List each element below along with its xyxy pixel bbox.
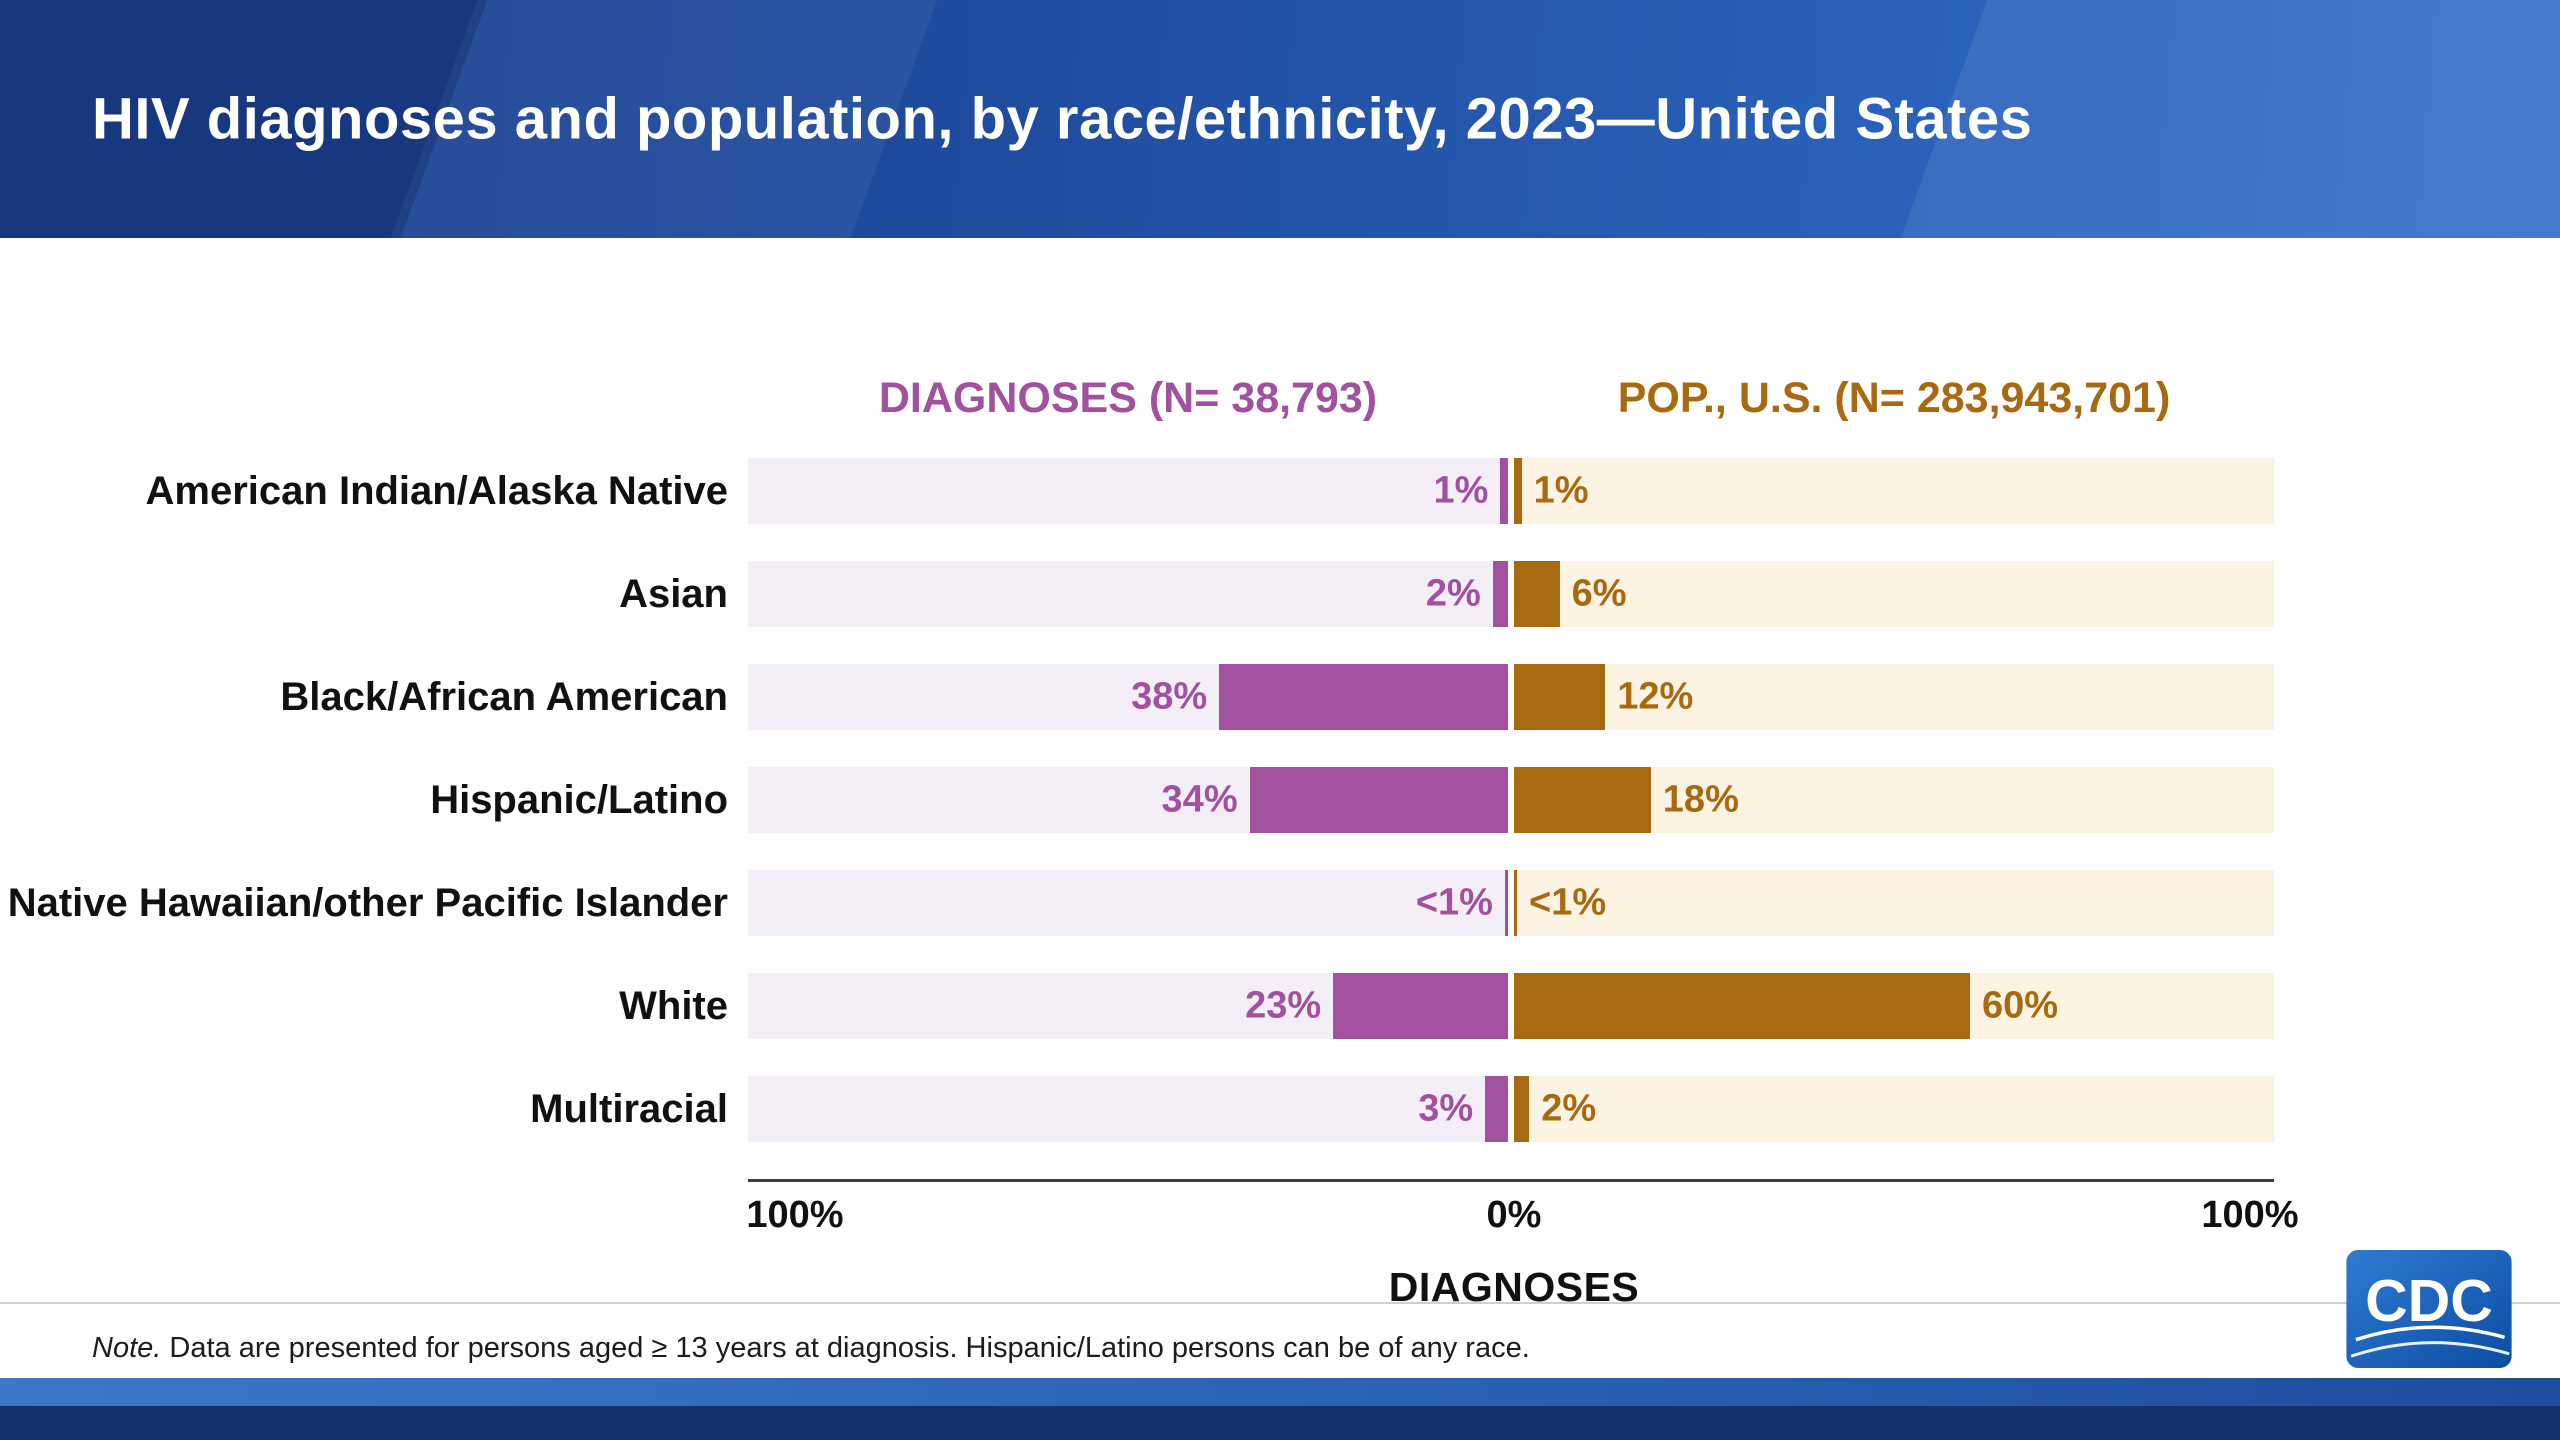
- diagnoses-value-label: 3%: [1418, 1087, 1474, 1130]
- diagnoses-track: 23%: [748, 973, 1508, 1039]
- diagnoses-bar: [1492, 561, 1508, 627]
- footer-divider: [0, 1302, 2560, 1304]
- diagnoses-value-label: 23%: [1245, 984, 1322, 1027]
- diagnoses-value-label: 34%: [1161, 778, 1238, 821]
- population-bar: [1514, 561, 1560, 627]
- chart-row: Multiracial 3% 2%: [0, 1076, 2560, 1142]
- population-bar: [1514, 973, 1970, 1039]
- diagnoses-track: <1%: [748, 870, 1508, 936]
- center-axis-gap: [1508, 1076, 1514, 1142]
- population-track: 1%: [1514, 458, 2274, 524]
- tick-center: 0%: [1486, 1194, 1542, 1236]
- category-label: White: [619, 983, 728, 1028]
- population-value-label: 2%: [1541, 1087, 1597, 1130]
- population-value-label: 60%: [1982, 984, 2059, 1027]
- population-value-label: <1%: [1529, 881, 1607, 924]
- footer-stripe-light: [0, 1378, 2560, 1406]
- chart-row: Native Hawaiian/other Pacific Islander <1…: [0, 870, 2560, 936]
- population-track: 12%: [1514, 664, 2274, 730]
- tick-left: 100%: [746, 1194, 844, 1236]
- diagnoses-bar: [1504, 870, 1508, 936]
- diagnoses-track: 38%: [748, 664, 1508, 730]
- diagnoses-value-label: 1%: [1433, 469, 1489, 512]
- footnote-text: Data are presented for persons aged ≥ 13…: [161, 1332, 1530, 1364]
- category-label: Hispanic/Latino: [430, 777, 728, 822]
- cdc-logo-text: CDC: [2365, 1268, 2493, 1334]
- category-label: Black/African American: [280, 674, 728, 719]
- diagnoses-track: 1%: [748, 458, 1508, 524]
- diagnoses-track: 34%: [748, 767, 1508, 833]
- diagnoses-value-label: <1%: [1415, 881, 1493, 924]
- x-axis-tick-labels: 100% 0% 100%: [0, 1194, 2560, 1250]
- chart-row: Black/African American 38% 12%: [0, 664, 2560, 730]
- chart-rows: American Indian/Alaska Native 1% 1% Asian 2%…: [0, 458, 2560, 1142]
- center-axis-gap: [1508, 973, 1514, 1039]
- population-value-label: 12%: [1617, 675, 1694, 718]
- center-axis-gap: [1508, 664, 1514, 730]
- population-track: 6%: [1514, 561, 2274, 627]
- footnote: Note. Data are presented for persons age…: [92, 1332, 1530, 1365]
- chart-row: American Indian/Alaska Native 1% 1%: [0, 458, 2560, 524]
- diagnoses-track: 2%: [748, 561, 1508, 627]
- center-axis-gap: [1508, 870, 1514, 936]
- column-headers: DIAGNOSES (N= 38,793) POP., U.S. (N= 283…: [0, 372, 2560, 424]
- diagnoses-bar: [1500, 458, 1508, 524]
- population-track: <1%: [1514, 870, 2274, 936]
- population-column-header: POP., U.S. (N= 283,943,701): [1617, 373, 2171, 422]
- diagnoses-bar: [1333, 973, 1508, 1039]
- center-axis-gap: [1508, 561, 1514, 627]
- diagnoses-bar: [1249, 767, 1508, 833]
- chart-row: White 23% 60%: [0, 973, 2560, 1039]
- population-value-label: 1%: [1533, 469, 1589, 512]
- population-value-label: 18%: [1662, 778, 1739, 821]
- population-bar: [1514, 458, 1522, 524]
- population-value-label: 6%: [1571, 572, 1627, 615]
- diagnoses-value-label: 38%: [1131, 675, 1208, 718]
- diagnoses-column-header: DIAGNOSES (N= 38,793): [878, 373, 1378, 422]
- cdc-logo-background: [2346, 1250, 2512, 1368]
- footnote-prefix: Note.: [92, 1332, 162, 1364]
- cdc-logo-swoosh: [2350, 1341, 2510, 1358]
- page-title: HIV diagnoses and population, by race/et…: [92, 86, 2033, 152]
- population-bar: [1514, 1076, 1530, 1142]
- center-axis-gap: [1508, 458, 1514, 524]
- category-label: Multiracial: [530, 1086, 728, 1131]
- title-band: HIV diagnoses and population, by race/et…: [0, 0, 2560, 238]
- diagnoses-value-label: 2%: [1425, 572, 1481, 615]
- category-label: Asian: [619, 571, 728, 616]
- population-bar: [1514, 767, 1651, 833]
- population-bar: [1514, 664, 1606, 730]
- footer-stripe-dark: [0, 1406, 2560, 1440]
- population-track: 60%: [1514, 973, 2274, 1039]
- population-bar: [1514, 870, 1518, 936]
- diverging-bar-chart: DIAGNOSES (N= 38,793) POP., U.S. (N= 283…: [0, 372, 2560, 1320]
- population-track: 18%: [1514, 767, 2274, 833]
- x-axis-title: DIAGNOSES: [0, 1264, 2560, 1320]
- chart-row: Asian 2% 6%: [0, 561, 2560, 627]
- cdc-logo-swoosh: [2355, 1325, 2505, 1342]
- tick-right: 100%: [2201, 1194, 2299, 1236]
- cdc-logo: CDC: [2346, 1250, 2512, 1368]
- population-track: 2%: [1514, 1076, 2274, 1142]
- category-label: Native Hawaiian/other Pacific Islander: [7, 880, 728, 925]
- diagnoses-bar: [1485, 1076, 1508, 1142]
- diagnoses-track: 3%: [748, 1076, 1508, 1142]
- center-axis-gap: [1508, 767, 1514, 833]
- category-label: American Indian/Alaska Native: [145, 468, 728, 513]
- diagnoses-bar: [1219, 664, 1508, 730]
- x-axis-line: [748, 1179, 2274, 1182]
- chart-row: Hispanic/Latino 34% 18%: [0, 767, 2560, 833]
